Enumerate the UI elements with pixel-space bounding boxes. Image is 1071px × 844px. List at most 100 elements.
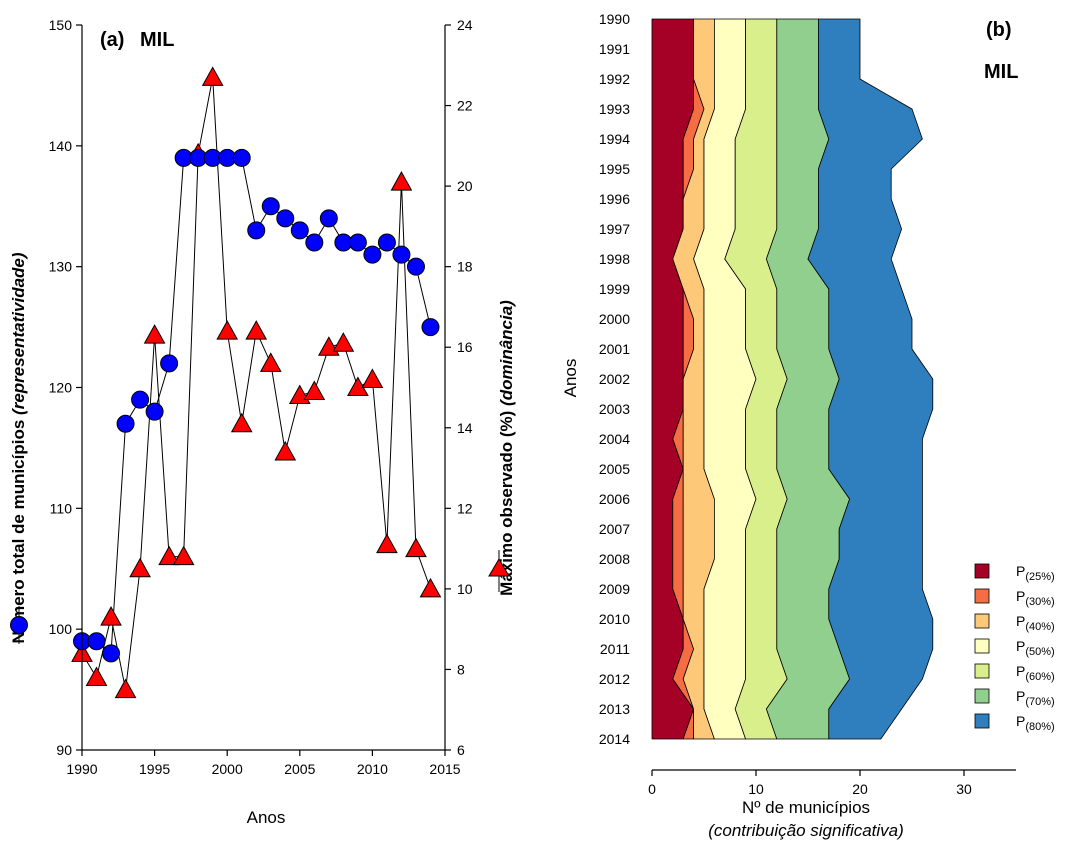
panel-b-x-tick-label: 30: [956, 781, 972, 797]
panel-a-label: (a): [100, 29, 124, 51]
panel-a-left-key: [10, 606, 28, 644]
svg-text:Máximo observado (%) (: Máximo observado (%) (dominância): [497, 300, 516, 596]
legend-label: P(80%): [1016, 713, 1055, 733]
panel-b-y-tick-label: 2002: [599, 371, 630, 387]
panel-a-y2-tick-label: 22: [457, 98, 473, 114]
legend-label-main: P: [1016, 663, 1025, 679]
legend-label: P(30%): [1016, 588, 1055, 608]
legend-swatch: [974, 663, 990, 679]
panel-b-y-tick-label: 1991: [599, 41, 630, 57]
panel-b-y-tick-label: 2000: [599, 311, 630, 327]
panel-b-y-tick-label: 2006: [599, 491, 630, 507]
panel-b-y-tick-label: 1995: [599, 161, 630, 177]
panel-a-y-tick-label: 140: [49, 138, 73, 154]
panel-b-x-axis-subtitle: (contribuição significativa): [708, 821, 904, 840]
legend-label-sub: (40%): [1025, 621, 1054, 633]
panel-a-right-key: [488, 550, 510, 592]
panel-b-y-tick-label: 2009: [599, 581, 630, 597]
panel-b-y-tick-label: 2004: [599, 431, 630, 447]
red-triangle-marker-icon: [488, 558, 510, 577]
legend-label-sub: (60%): [1025, 671, 1054, 683]
legend-label: P(40%): [1016, 613, 1055, 633]
panel-a-y-tick-label: 90: [56, 742, 72, 758]
legend-label: P(25%): [1016, 563, 1055, 583]
legend-swatch: [974, 563, 990, 579]
panel-a-y2-tick-label: 20: [457, 178, 473, 194]
panel-a-y2-axis-title-italic: (dominância): [497, 300, 516, 406]
triangle-point: [419, 577, 442, 598]
panel-b-y-tick-label: 2008: [599, 551, 630, 567]
legend-label-main: P: [1016, 638, 1025, 654]
panel-b-y-tick-label: 2003: [599, 401, 630, 417]
triangle-point: [85, 666, 108, 686]
circle-point: [116, 414, 135, 433]
panel-a-y2-axis-title-main: Máximo observado (%): [497, 411, 516, 596]
triangle-point: [361, 368, 384, 388]
panel-b-y-tick-label: 2013: [599, 701, 630, 717]
panel-a-y-axis-title-main: Número total de municípios: [9, 420, 28, 644]
triangle-point: [201, 66, 224, 86]
panel-a-x-tick-label: 1990: [66, 761, 97, 777]
panel-b-stacked-area-chart: 0 10 20 30 1990 1991 1992 1993 1994 1995 1996 1997 1…: [561, 11, 1055, 840]
triangle-point: [216, 320, 239, 340]
panel-a-y2-tick-label: 10: [457, 581, 473, 597]
triangle-point: [405, 537, 427, 558]
panel-b-y-tick-label: 1992: [599, 71, 630, 87]
triangle-point: [303, 380, 326, 401]
panel-a-y-tick-label: 100: [49, 621, 73, 637]
panel-b-y-tick-label: 1998: [599, 251, 630, 267]
panel-a-y2-tick-label: 24: [457, 17, 473, 33]
triangle-point: [172, 545, 195, 566]
panel-a-line-chart: 1990 1995 2000 2005 2010 20159010011012013014…: [9, 17, 516, 827]
panel-b-y-tick-label: 2005: [599, 461, 630, 477]
circle-point: [145, 402, 164, 421]
circle-point: [87, 632, 106, 651]
panel-b-y-tick-label: 1996: [599, 191, 630, 207]
panel-b-y-tick-label: 1993: [599, 101, 630, 117]
svg-text:Anos: Anos: [561, 359, 580, 398]
blue-circle-marker-icon: [10, 616, 28, 634]
triangle-point: [230, 412, 253, 433]
legend-swatch: [974, 613, 990, 629]
panel-a-plot-area: [71, 66, 442, 699]
panel-a-y-axis-title: Número total de municípios (representati…: [9, 252, 28, 643]
legend-label-main: P: [1016, 688, 1025, 704]
triangle-point: [100, 606, 122, 626]
circle-point: [392, 245, 411, 264]
circle-point: [232, 148, 251, 167]
circle-point: [247, 221, 266, 240]
circle-point: [102, 644, 121, 663]
legend-swatch: [974, 638, 990, 654]
circle-point: [406, 257, 425, 276]
circle-point: [305, 233, 324, 252]
triangle-point: [143, 324, 166, 344]
triangle-point: [390, 171, 413, 191]
circle-point: [261, 197, 280, 216]
triangle-point: [274, 440, 297, 461]
legend-swatch: [974, 688, 990, 704]
panel-b-y-tick-label: 2010: [599, 611, 630, 627]
panel-b-label: (b): [986, 19, 1012, 41]
circle-point: [377, 233, 396, 252]
panel-b-name: MIL: [984, 61, 1018, 83]
triangle-point: [245, 320, 268, 340]
circle-point: [348, 233, 367, 252]
panel-a-y2-tick-label: 16: [457, 339, 473, 355]
legend-label-sub: (70%): [1025, 696, 1054, 708]
legend-label: P(50%): [1016, 638, 1055, 658]
legend-label-sub: (30%): [1025, 596, 1054, 608]
panel-a-x-axis-title: Anos: [247, 808, 286, 827]
legend-label-main: P: [1016, 588, 1025, 604]
area-band-P(80%): [807, 18, 934, 740]
panel-b-y-tick-label: 2012: [599, 671, 630, 687]
triangle-point: [332, 332, 355, 352]
panel-b-y-tick-label: 2007: [599, 521, 630, 537]
panel-b-x-tick-label: 10: [748, 781, 764, 797]
panel-a-x-tick-label: 2000: [212, 761, 243, 777]
panel-a-y-tick-label: 110: [50, 500, 73, 516]
panel-b-x-tick-label: 0: [648, 781, 656, 797]
legend-label-sub: (50%): [1025, 646, 1054, 658]
circle-point: [131, 390, 150, 409]
panel-b-y-axis-title: Anos: [561, 359, 580, 398]
panel-b-y-tick-label: 1999: [599, 281, 630, 297]
